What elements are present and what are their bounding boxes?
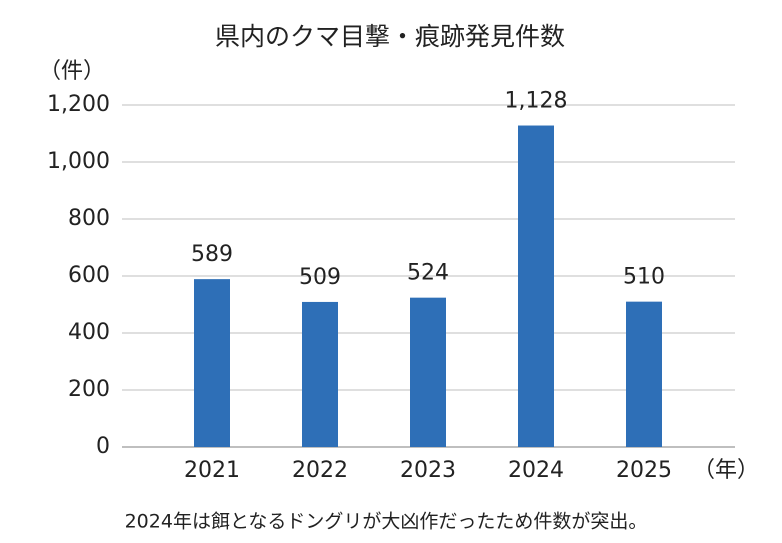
bar <box>410 297 446 447</box>
data-label: 509 <box>299 265 341 290</box>
y-tick-label: 0 <box>96 434 110 459</box>
bar <box>194 279 230 447</box>
chart-title: 県内のクマ目撃・痕跡発見件数 <box>215 22 565 51</box>
note: 2024年は餌となるドングリが大凶作だったため件数が突出。 <box>125 511 648 533</box>
x-axis-unit: （年） <box>693 458 759 483</box>
bar <box>302 301 338 447</box>
data-label: 524 <box>407 261 449 286</box>
y-tick-label: 1,000 <box>47 149 110 174</box>
x-tick-label: 2022 <box>292 458 348 483</box>
x-tick-label: 2021 <box>184 458 240 483</box>
y-tick-label: 1,200 <box>47 92 110 117</box>
x-tick-label: 2023 <box>400 458 456 483</box>
y-tick-label: 600 <box>68 263 110 288</box>
y-axis-unit: （件） <box>39 59 105 84</box>
y-tick-label: 200 <box>68 377 110 402</box>
data-label: 1,128 <box>505 89 568 114</box>
bar <box>626 301 662 447</box>
bar <box>518 125 554 448</box>
x-tick-label: 2025 <box>616 458 672 483</box>
x-tick-label: 2024 <box>508 458 564 483</box>
data-label: 510 <box>623 265 665 290</box>
y-tick-label: 400 <box>68 320 110 345</box>
data-label: 589 <box>191 242 233 267</box>
y-tick-label: 800 <box>68 206 110 231</box>
